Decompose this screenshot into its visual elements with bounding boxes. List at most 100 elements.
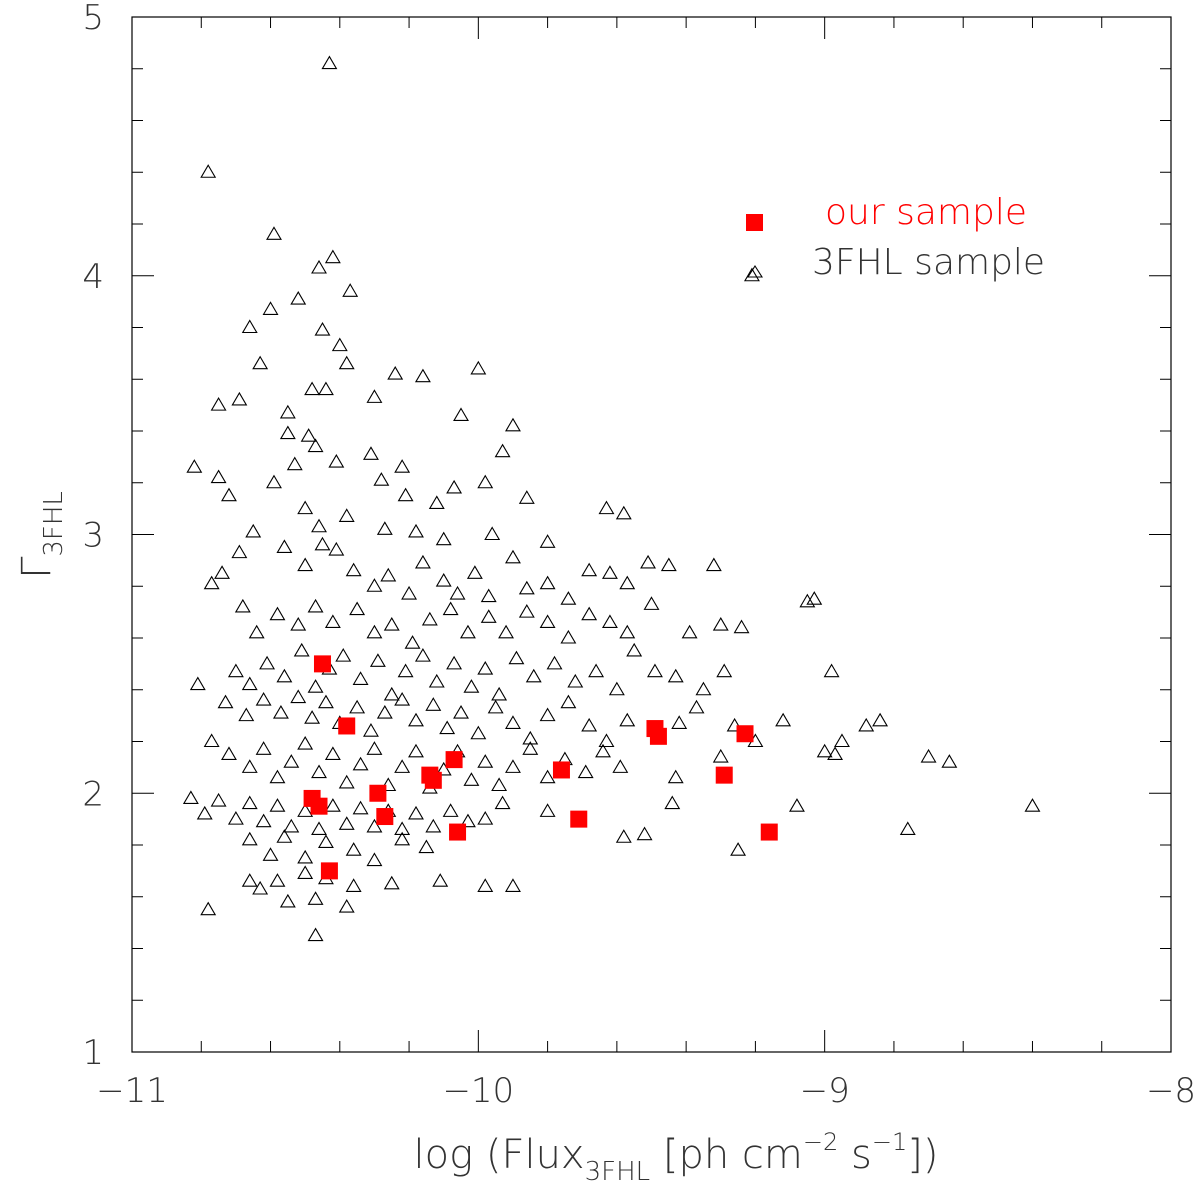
3fhl-point <box>660 557 677 572</box>
x-axis-title-main: log (Flux <box>414 1132 585 1178</box>
3fhl-point <box>387 365 404 380</box>
3fhl-point <box>730 842 747 856</box>
3fhl-point <box>317 694 334 709</box>
3fhl-point <box>363 723 379 737</box>
3fhl-point <box>290 616 307 631</box>
3fhl-point <box>920 748 937 763</box>
3fhl-point <box>349 601 366 616</box>
3fhl-point <box>487 699 504 714</box>
3fhl-point <box>408 712 424 727</box>
our-sample-point <box>376 808 394 826</box>
3fhl-point <box>477 660 494 675</box>
3fhl-point <box>421 611 438 626</box>
y-axis-title: Γ3FHL <box>14 491 69 579</box>
3fhl-point <box>598 733 615 748</box>
3fhl-point <box>404 635 421 649</box>
3fhl-point <box>255 741 272 755</box>
3fhl-point <box>241 831 258 846</box>
3fhl-point <box>214 565 231 579</box>
y-tick-label: 3 <box>82 516 104 556</box>
x-axis-title-subscript: 3FHL <box>585 1157 651 1187</box>
3fhl-point <box>401 585 418 600</box>
3fhl-point <box>446 479 463 494</box>
3fhl-point <box>394 831 411 846</box>
3fhl-point <box>428 495 445 509</box>
3fhl-point <box>279 404 296 419</box>
3fhl-point <box>234 598 251 613</box>
3fhl-point <box>463 772 480 786</box>
3fhl-point <box>414 554 431 569</box>
3fhl-point <box>477 878 494 892</box>
3fhl-point <box>317 834 334 848</box>
3fhl-point <box>667 668 684 683</box>
3fhl-point <box>380 567 397 582</box>
3fhl-point <box>518 604 535 618</box>
3fhl-point <box>324 746 341 760</box>
y-tick-label: 5 <box>82 0 104 38</box>
3fhl-point <box>408 743 424 758</box>
our-sample-point <box>369 784 387 802</box>
3fhl-point <box>269 769 286 784</box>
3fhl-point <box>290 689 307 704</box>
3fhl-point <box>775 712 792 727</box>
3fhl-point <box>255 692 272 706</box>
3fhl-point <box>221 487 237 502</box>
3fhl-point <box>304 381 321 396</box>
3fhl-point <box>290 290 307 305</box>
3fhl-point <box>324 249 341 264</box>
3fhl-point <box>269 798 286 812</box>
3fhl-point <box>210 792 227 807</box>
our-sample-point <box>445 751 463 769</box>
3fhl-point <box>376 521 393 535</box>
3fhl-point <box>383 686 400 701</box>
3fhl-point <box>366 389 383 403</box>
3fhl-point <box>408 523 424 538</box>
x-axis-title-unit-s: s <box>851 1132 872 1178</box>
3fhl-point <box>518 490 535 504</box>
series-our-sample <box>303 655 778 880</box>
3fhl-point <box>442 803 459 817</box>
3fhl-point <box>366 852 383 867</box>
3fhl-point <box>598 500 615 515</box>
3fhl-point <box>331 337 348 352</box>
3fhl-point <box>418 839 435 854</box>
3fhl-point <box>324 614 341 629</box>
3fhl-point <box>283 818 300 833</box>
legend: our sample 3FHL sample <box>746 192 1045 283</box>
3fhl-point <box>799 593 816 608</box>
3fhl-point <box>681 624 698 639</box>
3fhl-point <box>314 321 331 336</box>
3fhl-point <box>899 821 916 836</box>
3fhl-point <box>505 759 521 773</box>
3fhl-point <box>338 355 355 370</box>
plot-border <box>131 16 1172 1053</box>
3fhl-point <box>231 544 248 559</box>
3fhl-point <box>366 818 383 833</box>
3fhl-point <box>470 360 487 375</box>
3fhl-point <box>446 655 463 670</box>
3fhl-point <box>196 805 213 820</box>
3fhl-point <box>716 663 733 678</box>
3fhl-point <box>276 668 293 683</box>
3fhl-point <box>505 417 521 432</box>
3fhl-point <box>279 425 296 440</box>
3fhl-point <box>269 873 286 887</box>
3fhl-point <box>581 606 598 621</box>
our-sample-point <box>736 725 754 743</box>
series-3fhl-sample <box>182 55 1041 942</box>
3fhl-point <box>595 743 611 758</box>
3fhl-point <box>408 805 424 820</box>
3fhl-point <box>241 759 258 773</box>
3fhl-point <box>491 777 508 792</box>
3fhl-point <box>505 878 521 892</box>
3fhl-point <box>435 572 452 587</box>
3fhl-point <box>1024 798 1041 812</box>
3fhl-point <box>789 798 805 812</box>
3fhl-point <box>494 443 511 458</box>
3fhl-point <box>252 355 269 370</box>
3fhl-point <box>439 720 456 735</box>
legend-label-our-sample: our sample <box>825 192 1027 233</box>
x-tick-label: −8 <box>1146 1071 1196 1111</box>
3fhl-point <box>307 679 324 693</box>
3fhl-point <box>307 927 324 942</box>
